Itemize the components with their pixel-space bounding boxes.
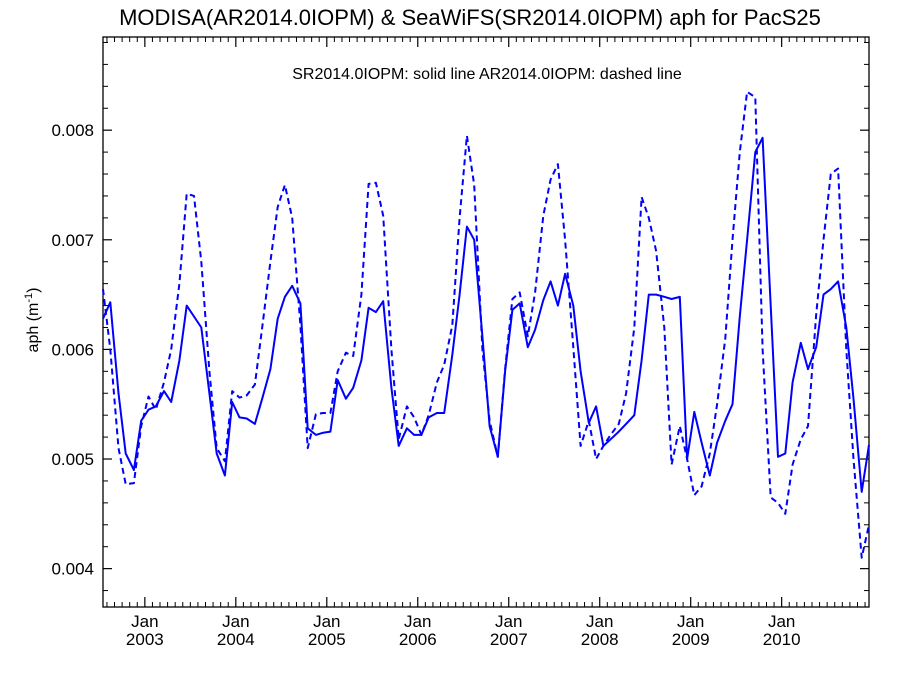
x-tick-year-label: 2009 [672, 630, 710, 649]
y-tick-label: 0.008 [51, 121, 94, 140]
x-tick-month-label: Jan [677, 612, 704, 631]
x-tick-month-label: Jan [404, 612, 431, 631]
y-tick-label: 0.005 [51, 450, 94, 469]
y-tick-label: 0.006 [51, 340, 94, 359]
axis-ticks: 0.0040.0050.0060.0070.008Jan2003Jan2004J… [51, 37, 869, 649]
plot-frame [102, 36, 870, 608]
x-tick-year-label: 2008 [581, 630, 619, 649]
y-axis-label-main: aph (m [25, 303, 42, 353]
legend-text: SR2014.0IOPM: solid line AR2014.0IOPM: d… [292, 66, 682, 83]
x-tick-month-label: Jan [768, 612, 795, 631]
y-tick-label: 0.007 [51, 231, 94, 250]
x-tick-month-label: Jan [313, 612, 340, 631]
series-line-sr2014-0iopm [102, 136, 870, 493]
x-tick-month-label: Jan [222, 612, 249, 631]
x-tick-year-label: 2004 [217, 630, 255, 649]
x-tick-year-label: 2007 [490, 630, 528, 649]
y-axis-label-superscript: -1 [23, 293, 35, 303]
x-tick-month-label: Jan [586, 612, 613, 631]
y-axis-label: aph (m-1) [23, 288, 42, 353]
x-tick-year-label: 2005 [308, 630, 346, 649]
x-tick-year-label: 2003 [126, 630, 164, 649]
series-line-ar2014-0iopm [102, 90, 870, 559]
x-tick-month-label: Jan [495, 612, 522, 631]
x-tick-year-label: 2006 [399, 630, 437, 649]
series-lines [102, 90, 870, 559]
x-tick-month-label: Jan [131, 612, 158, 631]
y-axis-label-close: ) [25, 288, 42, 293]
y-tick-label: 0.004 [51, 560, 94, 579]
chart-title: MODISA(AR2014.0IOPM) & SeaWiFS(SR2014.0I… [119, 5, 821, 30]
x-tick-year-label: 2010 [763, 630, 801, 649]
